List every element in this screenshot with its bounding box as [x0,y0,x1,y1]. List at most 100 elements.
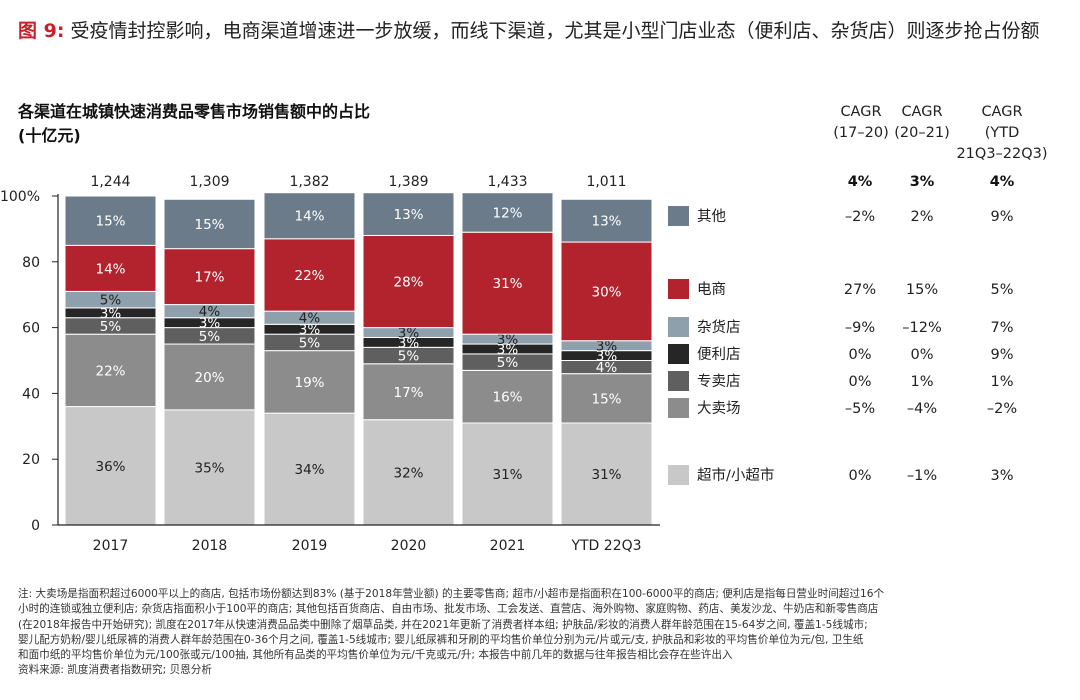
data-label: 3% [299,322,321,338]
cagr-value: 3% [990,468,1013,484]
legend-swatch [668,344,689,364]
data-label: 35% [194,460,224,476]
cagr-value: 1% [910,374,933,390]
legend-label: 电商 [697,281,726,298]
legend-swatch [668,279,689,299]
data-label: 5% [199,329,221,345]
cagr-value: 2% [910,209,933,225]
data-label: 15% [194,217,224,233]
legend-swatch [668,317,689,337]
legend-label: 便利店 [697,346,741,363]
data-label: 17% [393,385,423,401]
data-label: 4% [596,360,618,376]
x-tick-label: 2018 [192,538,228,554]
figure-label: 图 9: [18,20,65,42]
footnote-line: 小时的连锁或独立便利店; 杂货店指面积小于100平的商店; 其他包括百货商店、自… [18,603,879,616]
data-label: 32% [393,465,423,481]
bar-segment [64,195,157,246]
bar-total-label: 1,011 [586,174,626,190]
bar-segment [263,412,356,526]
bar-total-label: 1,309 [189,174,229,190]
data-label: 14% [294,209,324,225]
data-label: 5% [100,319,122,335]
chart-title: 各渠道在城镇快速消费品零售市场销售额中的占比 (十亿元) [18,102,371,145]
bar-total-label: 1,244 [90,174,130,190]
data-label: 14% [95,261,125,277]
data-label: 31% [492,276,522,292]
cagr-value: 0% [848,374,871,390]
data-label: 4% [299,311,321,327]
y-tick-label: 40 [22,386,40,402]
figure-headline-text: 受疫情封控影响，电商渠道增速进一步放缓，而线下渠道，尤其是小型门店业态（便利店、… [70,20,1040,42]
y-tick-label: 0 [31,518,40,534]
legend-label: 专卖店 [697,373,741,390]
cagr-total-value: 4% [848,174,873,190]
legend-swatch [668,465,689,485]
legend-label: 超市/小超市 [697,467,774,484]
bar-segment [163,198,256,250]
data-label: 13% [591,214,621,230]
cagr-value: 1% [990,374,1013,390]
bar-segment [64,244,157,292]
data-label: 5% [299,335,321,351]
data-label: 19% [294,375,324,391]
data-label: 3% [199,316,221,332]
bar-segment [362,234,455,329]
data-label: 22% [95,363,125,379]
x-tick-label: 2020 [391,538,427,554]
data-label: 20% [194,370,224,386]
y-tick-label: 60 [22,321,40,337]
legend-label: 大卖场 [697,400,741,417]
bar-segment [362,192,455,236]
bar-total-label: 1,389 [388,174,428,190]
data-label: 3% [398,335,420,351]
cagr-value: –9% [845,320,875,336]
bar-segment [263,192,356,240]
bar-segment [461,192,554,233]
data-label: 34% [294,462,324,478]
legend-swatch [668,398,689,418]
cagr-header-ytd: CAGR (YTD 21Q3–22Q3) [956,104,1048,162]
cagr-value: –4% [907,401,937,417]
data-label: 15% [591,391,621,407]
data-label: 3% [100,306,122,322]
x-tick-label: 2017 [93,538,129,554]
cagr-total-value: 4% [990,174,1015,190]
cagr-header-17-20: CAGR (17–20) [833,104,889,141]
footnote-line: 婴儿配方奶粉/婴儿纸尿裤的消费人群年龄范围在0-36个月之间, 覆盖1-5线城市… [18,633,864,646]
bar-total-label: 1,382 [289,174,329,190]
stacked-bar-chart: 020406080100%36%22%5%3%5%14%15%1,2442017… [0,174,1017,554]
bar-segment [362,363,455,421]
cagr-header-20-21: CAGR (20–21) [894,104,950,141]
bar-segment [263,350,356,414]
data-label: 36% [95,459,125,475]
bar-segment [163,343,256,411]
bar-segment [163,409,256,526]
y-tick-label: 100% [0,189,40,205]
data-label: 15% [95,214,125,230]
cagr-value: 0% [910,347,933,363]
y-tick-label: 20 [22,452,40,468]
footnote-line: 和面巾纸的平均售价单位为元/100张或元/100抽, 其他所有品类的平均售价单位… [18,649,733,662]
cagr-value: –2% [845,209,875,225]
data-label: 30% [591,284,621,300]
bar-segment [64,406,157,526]
y-tick-label: 80 [22,255,40,271]
data-label: 28% [393,275,423,291]
cagr-value: 5% [990,282,1013,298]
data-label: 3% [596,339,618,355]
bar-segment [64,333,157,408]
cagr-value: 9% [990,347,1013,363]
data-label: 3% [497,342,519,358]
cagr-value: 15% [906,282,938,298]
data-label: 5% [398,349,420,365]
data-label: 3% [497,332,519,348]
data-label: 31% [591,467,621,483]
cagr-value: –12% [902,320,941,336]
bar-segment [163,248,256,306]
data-label: 3% [596,349,618,365]
cagr-value: 27% [844,282,876,298]
bar-total-label: 1,433 [487,174,527,190]
bar-segment [560,241,653,342]
bar-segment [461,231,554,335]
